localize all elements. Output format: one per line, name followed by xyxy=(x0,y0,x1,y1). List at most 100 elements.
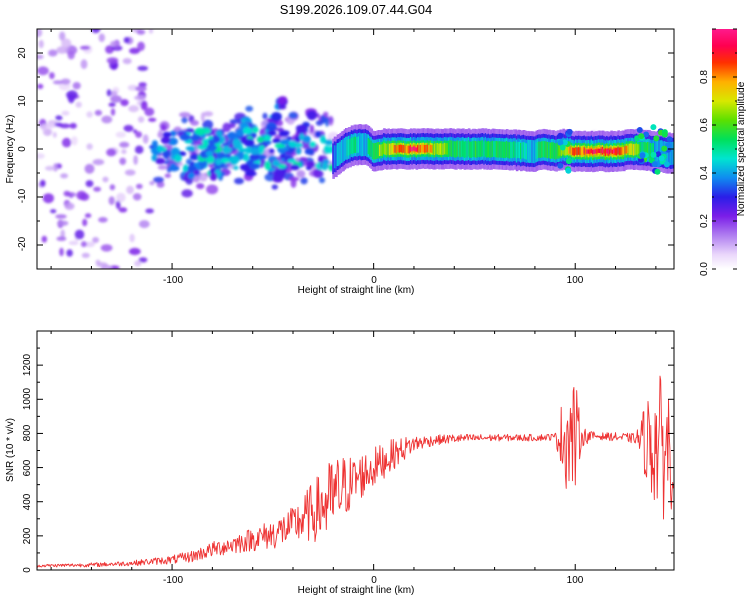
heatmap-ridge-cell xyxy=(586,149,589,154)
heatmap-cell xyxy=(57,220,69,226)
heatmap-cell xyxy=(264,140,272,145)
heatmap-cell xyxy=(290,164,300,171)
heatmap-cell xyxy=(140,100,148,111)
heatmap-ridge-cell xyxy=(541,141,544,158)
heatmap-ridge-cell xyxy=(497,141,500,158)
heatmap-ridge-cell xyxy=(628,143,632,156)
heatmap-cell xyxy=(170,163,177,168)
heatmap-cell xyxy=(136,29,146,35)
heatmap-cell xyxy=(110,90,118,97)
heatmap-cell xyxy=(208,144,218,151)
heatmap-cell xyxy=(252,126,259,133)
heatmap-ridge-cell xyxy=(665,141,668,165)
heatmap-ridge-cell xyxy=(343,138,347,161)
colorbar-tick-label: 0.2 xyxy=(699,214,710,228)
heatmap-cell xyxy=(160,124,167,132)
heatmap-ridge-cell xyxy=(419,144,423,153)
heatmap-ridge-cell xyxy=(364,133,368,156)
heatmap-ridge-cell xyxy=(521,142,524,159)
heatmap-cell xyxy=(122,58,132,65)
heatmap-cell xyxy=(54,122,63,127)
heatmap-ridge-cell xyxy=(367,137,371,155)
heatmap-cell xyxy=(309,124,315,134)
heatmap-ridge-cell xyxy=(504,141,508,158)
heatmap-ridge-cell xyxy=(470,141,474,158)
heatmap-ytick-label: 10 xyxy=(17,95,28,107)
heatmap-cell xyxy=(661,131,668,138)
heatmap-cell xyxy=(240,136,248,145)
heatmap-ridge-cell xyxy=(558,144,561,157)
heatmap-ridge-cell xyxy=(544,141,547,158)
heatmap-ridge-cell xyxy=(480,140,484,157)
heatmap-ridge-cell xyxy=(518,141,522,159)
heatmap-ridge-cell xyxy=(496,141,499,158)
heatmap-cell xyxy=(106,89,112,97)
heatmap-cell xyxy=(250,157,259,162)
heatmap-ridge-cell xyxy=(525,143,529,160)
heatmap-cell xyxy=(37,83,44,89)
heatmap-ridge-cell xyxy=(335,145,338,169)
heatmap-cell xyxy=(194,127,206,136)
heatmap-cell xyxy=(328,115,334,126)
heatmap-ridge-cell xyxy=(443,142,447,155)
heatmap-cell xyxy=(119,141,130,148)
heatmap-ridge-cell xyxy=(514,141,517,158)
heatmap-ridge-cell xyxy=(429,144,433,153)
heatmap-cell xyxy=(155,157,166,165)
heatmap-cell xyxy=(288,176,300,182)
heatmap-ridge-cell xyxy=(654,140,657,164)
heatmap-cell xyxy=(321,162,328,171)
heatmap-ridge-cell xyxy=(370,140,373,157)
heatmap-cell xyxy=(133,155,138,165)
heatmap-ridge-cell xyxy=(548,141,551,158)
heatmap-cell xyxy=(185,146,196,151)
heatmap-cell xyxy=(185,128,195,133)
heatmap-cell xyxy=(661,145,668,152)
heatmap-ridge-cell xyxy=(439,143,443,155)
heatmap-cell xyxy=(650,151,657,158)
heatmap-ridge-cell xyxy=(380,144,383,156)
heatmap-ridge-cell xyxy=(652,143,656,160)
snr-x-axis-label: Height of straight line (km) xyxy=(298,585,415,596)
heatmap-cell xyxy=(205,150,213,157)
snr-series-line xyxy=(37,375,674,568)
heatmap-cell xyxy=(40,124,48,131)
heatmap-cell xyxy=(324,117,330,127)
heatmap-cell xyxy=(323,145,330,154)
heatmap-cell xyxy=(137,65,149,71)
heatmap-cell xyxy=(84,241,95,248)
heatmap-cell xyxy=(222,145,232,154)
heatmap-cell xyxy=(101,115,113,124)
heatmap-cell xyxy=(137,41,145,51)
heatmap-cell xyxy=(75,101,82,108)
heatmap-cell xyxy=(60,78,71,85)
heatmap-cell xyxy=(179,112,191,118)
heatmap-cell xyxy=(229,119,241,124)
heatmap-cell xyxy=(119,157,127,165)
heatmap-cell xyxy=(60,173,69,179)
heatmap-ridge-cell xyxy=(597,148,601,153)
heatmap-cell xyxy=(235,128,245,137)
heatmap-cell xyxy=(242,127,252,135)
heatmap-cell xyxy=(94,109,103,116)
heatmap-cell xyxy=(64,202,75,210)
heatmap-cell xyxy=(44,165,56,171)
heatmap-cell xyxy=(267,130,277,136)
heatmap-cell xyxy=(129,233,135,243)
heatmap-cell xyxy=(128,105,140,113)
heatmap-cell xyxy=(55,214,67,219)
heatmap-cell xyxy=(115,200,121,210)
heatmap-ridge-cell xyxy=(610,148,613,153)
heatmap-ridge-cell xyxy=(469,141,472,158)
heatmap-cell xyxy=(135,86,147,92)
heatmap-cell xyxy=(100,264,113,269)
heatmap-ridge-cell xyxy=(634,143,637,156)
heatmap-cell xyxy=(561,139,568,146)
heatmap-cell xyxy=(215,130,223,136)
heatmap-ridge-cell xyxy=(570,147,574,155)
heatmap-cell xyxy=(215,158,223,166)
heatmap-ridge-cell xyxy=(515,142,519,160)
heatmap-ridge-cell xyxy=(614,149,618,154)
heatmap-cell xyxy=(295,147,302,155)
heatmap-ridge-cell xyxy=(425,144,429,153)
